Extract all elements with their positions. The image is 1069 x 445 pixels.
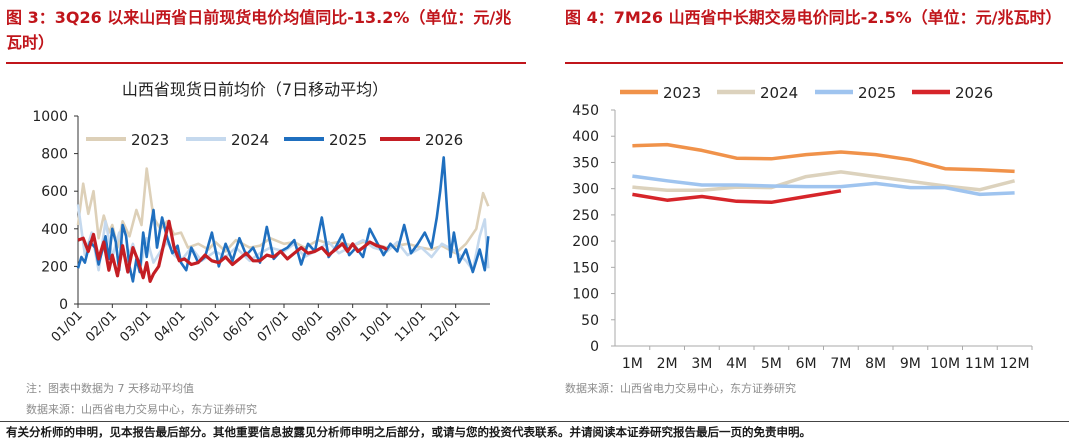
left-chart: 山西省现货日前均价（7日移动平均） 2023 2024 2025 2026 0 200 4… [32,80,490,345]
right-x-tick-label: 6M [796,356,817,372]
left-y-tick-label: 800 [41,147,68,163]
right-y-tick-label: 350 [572,155,599,171]
right-x-tick-label: 3M [691,356,712,372]
right-y-tick-label: 450 [572,103,599,119]
left-series-2026-line [77,219,388,283]
right-x-tick-label: 11M [965,356,995,372]
disclaimer: 有关分析师的申明，见本报告最后部分。其他重要信息披露见分析师申明之后部分，或请与… [6,425,811,439]
left-y-tick-label: 200 [41,259,68,275]
left-x-tick-label: 09/01 [323,308,360,345]
left-series-2023-line [76,167,490,255]
right-x-tick-label: 12M [1000,356,1030,372]
right-legend-label-2024: 2024 [760,84,798,102]
left-y-tick-label: 1000 [32,109,68,125]
left-title-rule [6,62,526,64]
right-y-tick-label: 250 [572,208,599,224]
right-x-tick-label: 1M [622,356,643,372]
right-series-2026-line [632,189,842,205]
left-x-tick-label: 08/01 [289,308,326,345]
right-x-tick-label: 4M [726,356,747,372]
left-legend-label-2025: 2025 [329,131,367,149]
right-x-tick-label: 8M [865,356,886,372]
right-series [632,142,1016,205]
right-legend-label-2023: 2023 [663,84,701,102]
right-x-tick-label: 9M [900,356,921,372]
left-x-tick-label: 01/01 [49,308,86,345]
left-x-tick-label: 07/01 [255,308,292,345]
left-x-tick-label: 11/01 [392,308,429,345]
right-y-tick-label: 400 [572,129,599,145]
left-y-tick-label: 400 [41,222,68,238]
left-legend: 2023 2024 2025 2026 [86,131,463,149]
left-source: 数据来源：山西省电力交易中心，东方证券研究 [26,403,257,416]
left-y-tick-label: 0 [59,297,68,313]
left-legend-label-2026: 2026 [425,131,463,149]
right-x-tick-label: 7M [830,356,851,372]
left-legend-label-2024: 2024 [231,131,269,149]
right-series-2025-line [632,174,1015,197]
right-legend-label-2026: 2026 [955,84,993,102]
left-series [76,156,490,283]
right-y-tick-label: 300 [572,182,599,198]
right-y-tick-label: 200 [572,234,599,250]
left-x-tick-label: 12/01 [426,308,463,345]
right-title-rule [565,62,1063,64]
left-series-2025-line [76,156,490,283]
footer-rule [0,421,1069,422]
left-y-tick-label: 600 [41,184,68,200]
left-chart-title: 山西省现货日前均价（7日移动平均） [122,80,388,99]
right-x-tick-label: 5M [761,356,782,372]
right-x-tick-label: 2M [657,356,678,372]
right-figure-title: 图 4：7M26 山西省中长期交易电价同比-2.5%（单位：元/兆瓦时） [565,8,1062,27]
left-x-tick-label: 05/01 [186,308,223,345]
left-x-tick-label: 04/01 [152,308,189,345]
left-x-tick-label: 03/01 [117,308,154,345]
right-y-tick-label: 150 [572,260,599,276]
right-y-tick-label: 50 [581,313,599,329]
left-x-tick-label: 06/01 [220,308,257,345]
right-series-2024-line [632,170,1016,192]
right-source: 数据来源：山西省电力交易中心，东方证券研究 [565,382,796,395]
left-figure-title: 图 3：3Q26 以来山西省日前现货电价均值同比-13.2%（单位：元/兆瓦时） [6,8,512,52]
left-x-tick-label: 10/01 [358,308,395,345]
left-x-tick-label: 02/01 [83,308,120,345]
right-chart: 2023 2024 2025 2026 0 50 100 150 200 250 300 350 40… [572,84,1033,372]
right-x-tick-label: 10M [930,356,960,372]
left-note: 注：图表中数据为 7 天移动平均值 [26,382,194,395]
right-y-tick-label: 100 [572,287,599,303]
right-series-2023-line [632,142,1015,174]
right-y-tick-label: 0 [590,339,599,355]
right-legend-label-2025: 2025 [858,84,896,102]
right-axes: 0 50 100 150 200 250 300 350 400 450 1M 2M 3M 4M 5M 6M 7… [572,103,1033,372]
left-legend-label-2023: 2023 [131,131,169,149]
right-legend: 2023 2024 2025 2026 [620,84,993,102]
